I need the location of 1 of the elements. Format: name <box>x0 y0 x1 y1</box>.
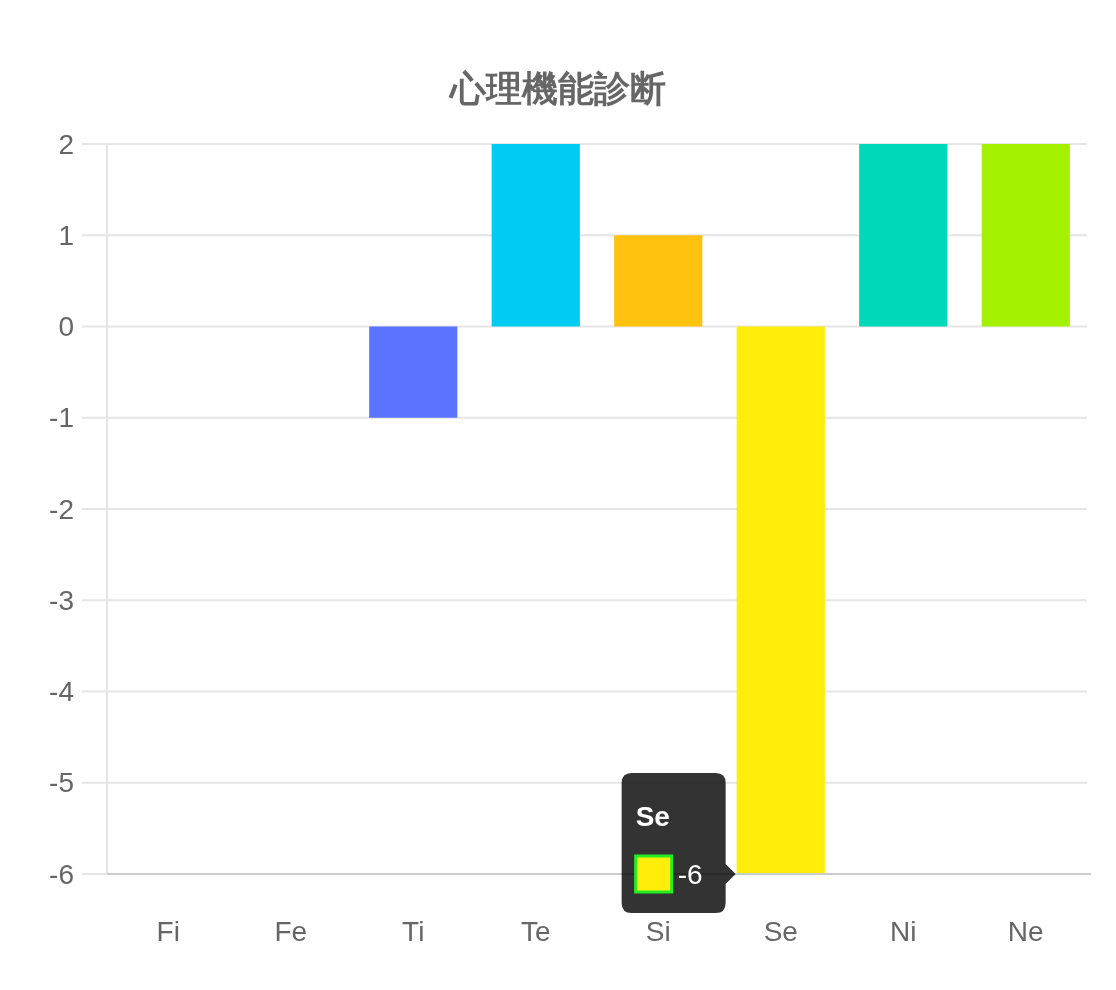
title: 心理機能診断 <box>450 67 666 109</box>
